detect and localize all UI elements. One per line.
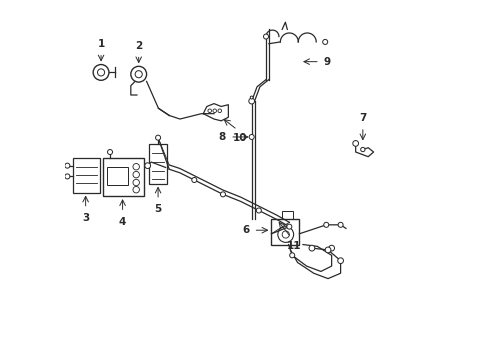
- Circle shape: [135, 71, 142, 78]
- Text: 9: 9: [323, 57, 330, 67]
- Bar: [271, 219, 299, 244]
- Text: 10: 10: [232, 133, 247, 143]
- Circle shape: [191, 177, 196, 183]
- Circle shape: [323, 222, 328, 227]
- Circle shape: [352, 140, 358, 146]
- Circle shape: [144, 163, 150, 168]
- Text: 7: 7: [358, 113, 366, 123]
- Text: 6: 6: [242, 225, 249, 235]
- Bar: [73, 158, 100, 193]
- Circle shape: [337, 222, 343, 227]
- Bar: [149, 144, 166, 184]
- Circle shape: [155, 135, 160, 140]
- Circle shape: [337, 258, 343, 264]
- Circle shape: [256, 208, 261, 213]
- Circle shape: [277, 226, 293, 242]
- Circle shape: [286, 224, 291, 229]
- Circle shape: [325, 247, 330, 253]
- Bar: [107, 167, 128, 185]
- Bar: [102, 158, 144, 196]
- Circle shape: [322, 40, 327, 44]
- Circle shape: [249, 134, 254, 139]
- Text: 4: 4: [119, 217, 126, 226]
- Text: 8: 8: [218, 132, 225, 142]
- Text: 11: 11: [286, 241, 301, 251]
- Circle shape: [250, 96, 253, 99]
- Circle shape: [248, 98, 254, 104]
- Circle shape: [328, 245, 334, 251]
- Circle shape: [65, 174, 70, 179]
- Text: 2: 2: [135, 41, 142, 51]
- Text: 3: 3: [82, 213, 89, 223]
- Circle shape: [93, 64, 109, 80]
- Text: 1: 1: [97, 39, 104, 49]
- Circle shape: [308, 245, 314, 251]
- Circle shape: [131, 66, 146, 82]
- Circle shape: [65, 163, 70, 168]
- Circle shape: [289, 253, 294, 258]
- Circle shape: [263, 34, 268, 39]
- Circle shape: [220, 192, 225, 197]
- Circle shape: [360, 147, 364, 152]
- Bar: [282, 211, 292, 219]
- Text: 5: 5: [154, 204, 162, 214]
- Circle shape: [282, 231, 289, 238]
- Circle shape: [97, 69, 104, 76]
- Circle shape: [107, 149, 112, 154]
